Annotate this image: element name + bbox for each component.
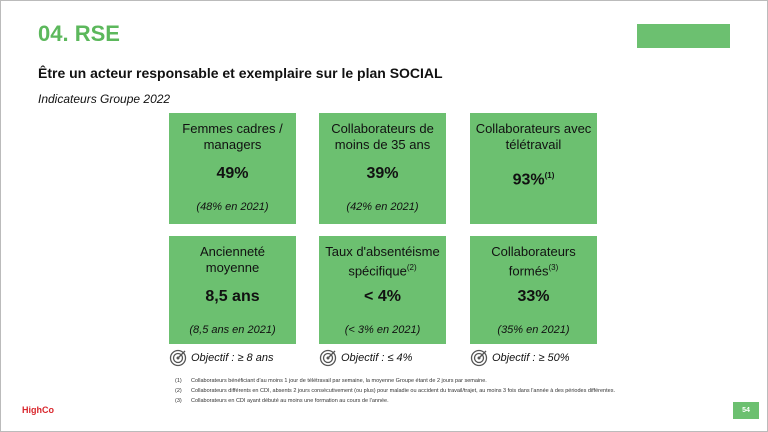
objective-text: Objectif : ≥ 50% <box>492 352 570 364</box>
objective-text: Objectif : ≥ 8 ans <box>191 352 274 364</box>
label-text: managers <box>203 137 262 152</box>
page-number: 54 <box>733 402 759 419</box>
card-note: (8,5 ans en 2021) <box>189 324 276 336</box>
label-footnote-ref: (3) <box>548 263 559 272</box>
card-value: 8,5 ans <box>169 288 296 306</box>
card-label: Collaborateurs avec télétravail <box>470 121 597 153</box>
kpi-card: Collaborateurs avec télétravail 93%(1) <box>470 113 597 224</box>
value-text: 39% <box>366 165 399 182</box>
objective: Objectif : ≥ 8 ans <box>169 349 273 367</box>
target-icon <box>470 349 488 367</box>
kpi-card: Femmes cadres / managers 49% (48% en 2021) <box>169 113 296 224</box>
label-footnote-ref: (2) <box>406 263 417 272</box>
target-icon <box>319 349 337 367</box>
label-text: formés <box>508 263 549 279</box>
label-line: spécifique(2) <box>319 260 446 279</box>
label-text: télétravail <box>505 137 562 152</box>
card-note: (48% en 2021) <box>196 201 269 213</box>
label-text: moyenne <box>205 260 260 275</box>
footnote-text: Collaborateurs bénéficiant d'au moins 1 … <box>191 378 487 384</box>
value-text: 93% <box>512 171 545 189</box>
label-line: Ancienneté <box>169 244 296 260</box>
title: 04. RSE <box>38 21 120 46</box>
card-note: (35% en 2021) <box>497 324 570 336</box>
label-text: Collaborateurs de <box>331 121 434 136</box>
card-label: Taux d'absentéisme spécifique(2) <box>319 244 446 279</box>
card-value: 49% <box>169 165 296 183</box>
footnote-number: (2) <box>175 388 182 394</box>
footnote-number: (3) <box>175 398 182 404</box>
label-text: moins de 35 ans <box>334 137 431 152</box>
value-text: 49% <box>216 165 249 182</box>
label-line: Taux d'absentéisme <box>319 244 446 260</box>
subtitle: Être un acteur responsable et exemplaire… <box>38 65 443 81</box>
kpi-card: Collaborateurs formés(3) 33% (35% en 2021) <box>470 236 597 344</box>
card-value: 33% <box>470 288 597 306</box>
logo: HighCo <box>22 405 54 415</box>
card-value: < 4% <box>319 288 446 306</box>
section-label: Indicateurs Groupe 2022 <box>38 92 171 106</box>
label-text: spécifique <box>348 263 407 279</box>
label-text: Collaborateurs avec <box>475 121 592 136</box>
value-text: 33% <box>517 288 550 305</box>
label-line: moyenne <box>169 260 296 276</box>
label-line: Collaborateurs de <box>319 121 446 137</box>
card-note: (< 3% en 2021) <box>344 324 421 336</box>
objective-text: Objectif : ≤ 4% <box>341 352 413 364</box>
value-text: < 4% <box>364 288 401 305</box>
card-label: Ancienneté moyenne <box>169 244 296 276</box>
kpi-card: Ancienneté moyenne 8,5 ans (8,5 ans en 2021… <box>169 236 296 344</box>
target-icon <box>169 349 187 367</box>
label-line: moins de 35 ans <box>319 137 446 153</box>
card-value: 39% <box>319 165 446 183</box>
card-label: Collaborateurs formés(3) <box>470 244 597 279</box>
label-text: Ancienneté <box>199 244 266 259</box>
footnote-number: (1) <box>175 378 182 384</box>
value-footnote-ref: (1) <box>544 171 555 180</box>
card-label: Collaborateurs de moins de 35 ans <box>319 121 446 153</box>
kpi-card: Collaborateurs de moins de 35 ans 39% (42% … <box>319 113 446 224</box>
card-note: (42% en 2021) <box>346 201 419 213</box>
label-line: Collaborateurs <box>470 244 597 260</box>
label-text: Femmes cadres / <box>182 121 283 136</box>
footnote-text: Collaborateurs en CDI ayant débuté au mo… <box>191 398 389 404</box>
accent-bar <box>637 24 730 48</box>
value-text: 8,5 ans <box>205 288 260 305</box>
kpi-card: Taux d'absentéisme spécifique(2) < 4% (< 3%… <box>319 236 446 344</box>
label-text: Taux d'absentéisme <box>325 244 440 259</box>
card-value: 93%(1) <box>470 171 597 189</box>
card-label: Femmes cadres / managers <box>169 121 296 153</box>
label-line: managers <box>169 137 296 153</box>
footnote-text: Collaborateurs différents en CDI, absent… <box>191 388 615 394</box>
label-line: Femmes cadres / <box>169 121 296 137</box>
objective: Objectif : ≤ 4% <box>319 349 412 367</box>
label-line: Collaborateurs avec <box>470 121 597 137</box>
label-line: télétravail <box>470 137 597 153</box>
label-line: formés(3) <box>470 260 597 279</box>
objective: Objectif : ≥ 50% <box>470 349 570 367</box>
label-text: Collaborateurs <box>491 244 576 259</box>
